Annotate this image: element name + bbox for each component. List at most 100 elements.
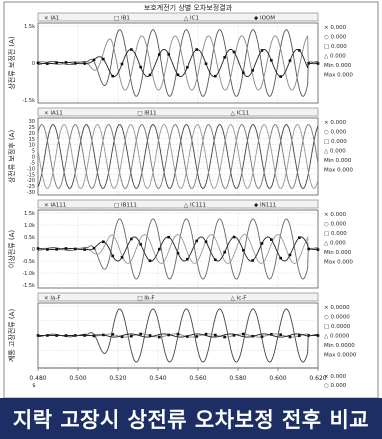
y-axis-label: 상전류 보정전 (A) [7, 36, 16, 90]
series-line [37, 124, 319, 189]
y-tick-label: -25 [27, 184, 35, 190]
series-marker [83, 248, 86, 251]
series-line [37, 124, 319, 189]
readout: △ 0.0000 [324, 334, 350, 340]
series-marker [242, 248, 245, 252]
y-tick-label: 0 [32, 247, 35, 253]
x-tick-label: 0.480 [29, 375, 46, 382]
series-marker [176, 73, 180, 77]
x-tick-label: 0.560 [189, 375, 206, 382]
legend-entry: △ Ic-F [231, 296, 247, 302]
y-tick-label: -5 [30, 160, 35, 166]
caption-banner: 지락 고장시 상전류 오차보정 전후 비교 [0, 398, 382, 439]
series-marker [195, 239, 198, 243]
y-tick-label: 5 [32, 149, 35, 155]
series-marker [195, 335, 198, 338]
y-tick-label: -1.0k [22, 271, 35, 277]
readout: ○ 0.000 [324, 383, 347, 389]
series-marker [232, 235, 236, 239]
y-tick-label: 10 [29, 143, 35, 149]
series-marker [111, 333, 114, 336]
series-marker [195, 48, 198, 51]
x-tick-label: 0.540 [149, 375, 166, 382]
series-marker [279, 333, 282, 336]
series-marker [176, 332, 180, 336]
y-tick-label: 0 [32, 61, 35, 67]
series-marker [260, 49, 264, 52]
readout: ○ 0.0000 [324, 315, 350, 321]
series-marker [260, 242, 264, 245]
series-marker [316, 248, 320, 251]
readout: Max 0.000 [324, 260, 353, 266]
y-axis-label: 이상전류 (A) [7, 230, 16, 269]
readout: × 0.000 [324, 120, 347, 126]
series-marker [130, 237, 133, 241]
y-tick-label: 25 [29, 125, 35, 131]
series-marker [279, 256, 282, 260]
legend-entry: □ IB111 [114, 203, 137, 209]
readout: △ 0.000 [324, 54, 346, 60]
series-marker [232, 50, 236, 54]
panel-2: × IA11 □ IB11 △ IC11302520151050-5-10-15-2… [7, 107, 353, 196]
legend-entry: × IA111 [44, 203, 66, 209]
series-marker [204, 240, 208, 244]
series-line [37, 308, 319, 363]
legend-bar [37, 12, 319, 22]
y-axis-label: 계통 고장전류 (A) [7, 309, 16, 363]
series-marker [74, 62, 77, 65]
series-marker [64, 61, 68, 64]
legend-bar [37, 199, 319, 209]
y-tick-label: 0.5k [24, 235, 35, 241]
series-marker [242, 332, 245, 336]
series-marker [204, 62, 208, 66]
series-marker [158, 53, 161, 56]
y-tick-label: -30 [27, 190, 35, 196]
series-marker [251, 259, 254, 262]
y-tick-label: 20 [29, 131, 35, 137]
series-marker [36, 247, 40, 250]
y-axis-label: 상전류 보정후 (A) [7, 130, 16, 184]
series-marker [176, 251, 180, 255]
series-marker [167, 235, 170, 239]
series-marker [74, 247, 77, 251]
series-marker [298, 49, 301, 52]
series-marker [102, 57, 105, 61]
legend-entry: ◆ IOOM [254, 16, 275, 22]
x-tick-label: 0.580 [229, 375, 246, 382]
x-tick-label: 0.500 [69, 375, 86, 382]
series-line [38, 218, 318, 280]
readout: Min 0.000 [324, 63, 352, 69]
series-marker [64, 247, 68, 250]
legend-bar [37, 107, 319, 117]
readout: ○ 0.000 [324, 35, 347, 41]
series-marker [139, 332, 142, 336]
legend-entry: △ IC11 [231, 111, 249, 117]
series-marker [298, 236, 301, 239]
readout: □ 0.000 [324, 231, 347, 237]
series-line [37, 124, 319, 189]
series-marker [46, 62, 49, 65]
legend-entry: × IA11 [44, 111, 63, 117]
series-marker [83, 62, 86, 65]
series-marker [204, 332, 208, 336]
series-marker [46, 248, 49, 251]
series-marker [55, 61, 58, 65]
x-axis-label: s [32, 382, 35, 389]
readout: Min 0.0000 [324, 343, 355, 349]
panel-3: × IA111 □ IB111 △ IC111 ◆ IN111 1.5k 1.0k 0.5k… [7, 199, 353, 289]
chart-title: 보호계전기 상별 오차보정결과 [144, 3, 233, 12]
series-marker [214, 333, 217, 337]
readout: △ 0.000 [324, 241, 346, 247]
series-marker [55, 247, 58, 251]
series-marker [270, 59, 273, 62]
y-tick-label: 15 [29, 137, 35, 143]
series-marker [251, 69, 254, 72]
series-marker [120, 256, 124, 259]
series-marker [214, 258, 217, 262]
series-marker [167, 52, 170, 56]
series-marker [288, 335, 292, 339]
series-marker [158, 335, 161, 339]
readout: × 0.000 [324, 25, 347, 31]
readout: ○ 0.000 [324, 222, 347, 228]
